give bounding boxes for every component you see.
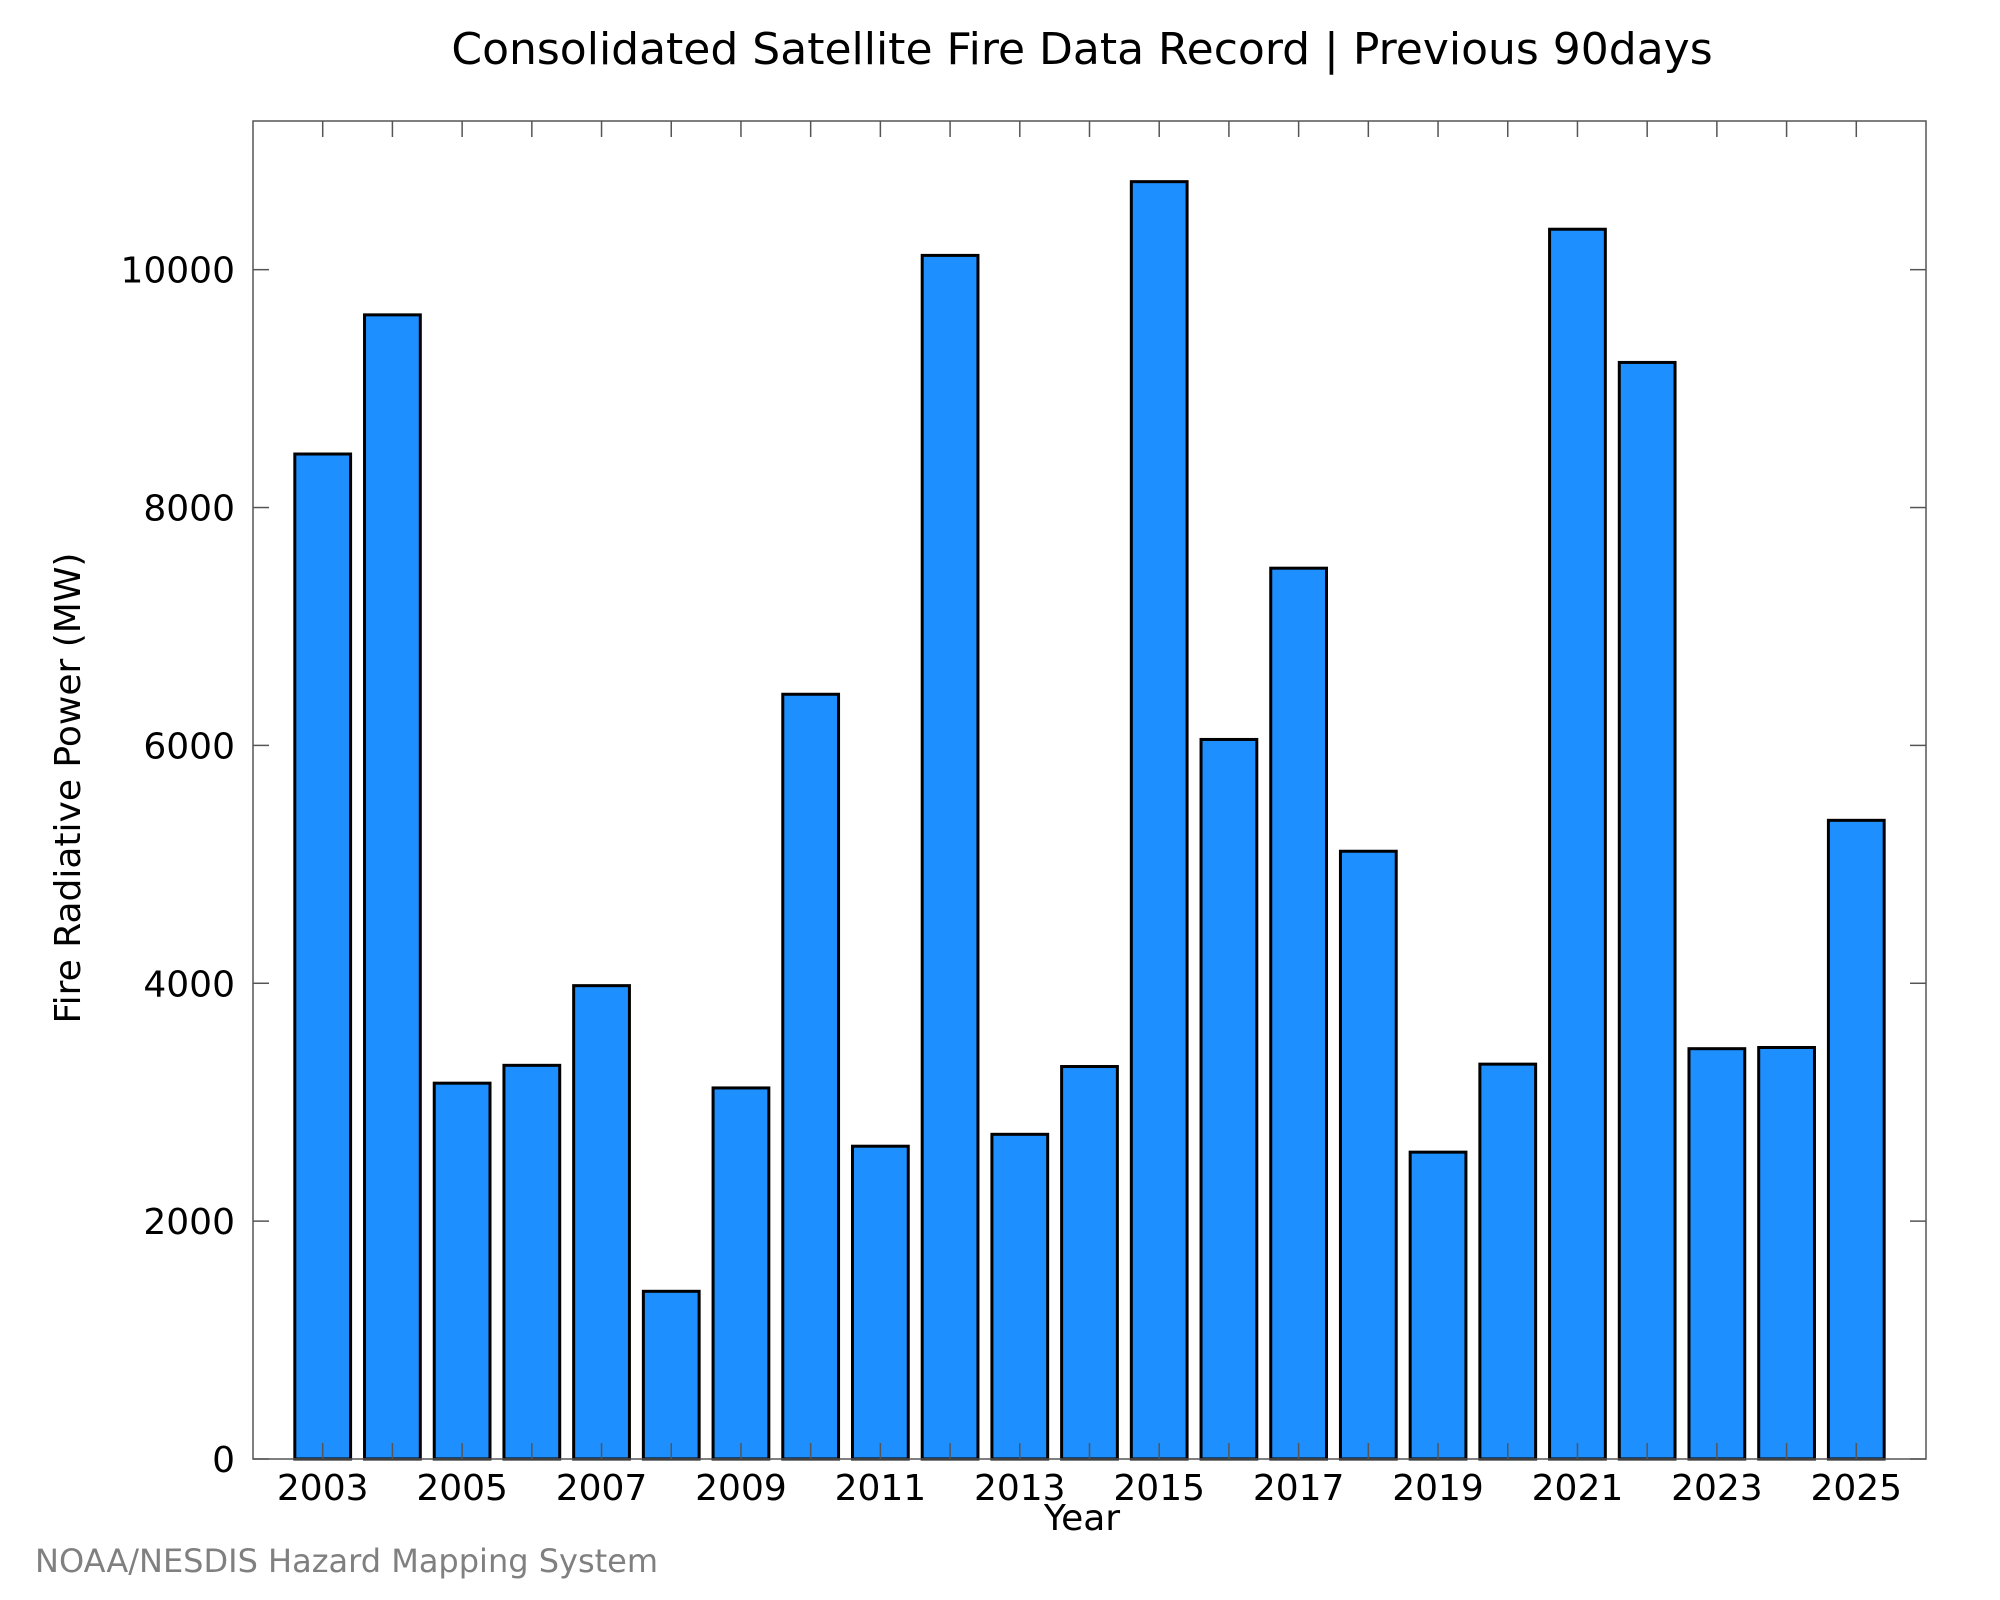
bar-2011 <box>850 1144 910 1461</box>
bar-2022 <box>1617 360 1677 1461</box>
x-tick-label: 2015 <box>1113 1468 1205 1509</box>
bars-layer <box>293 180 1886 1461</box>
bar-2019 <box>1408 1150 1468 1461</box>
bar-2023 <box>1687 1047 1747 1461</box>
x-tick-label: 2017 <box>1253 1468 1345 1509</box>
bar-2013 <box>990 1132 1050 1461</box>
bar-2024 <box>1757 1045 1816 1461</box>
bar-2017 <box>1269 566 1329 1461</box>
y-tick-label: 0 <box>212 1440 235 1481</box>
x-tick-label: 2019 <box>1392 1468 1484 1509</box>
bar-2004 <box>363 313 422 1461</box>
x-tick-label: 2021 <box>1532 1468 1624 1509</box>
bar-2009 <box>711 1086 771 1461</box>
y-tick-label: 10000 <box>120 251 235 292</box>
x-tick-label: 2011 <box>835 1468 927 1509</box>
bar-2012 <box>920 253 980 1461</box>
bar-2005 <box>432 1081 492 1461</box>
x-axis-label: Year <box>1043 1498 1120 1539</box>
bar-2010 <box>781 692 841 1461</box>
x-tick-label: 2005 <box>416 1468 508 1509</box>
x-tick-label: 2009 <box>695 1468 787 1509</box>
chart-title: Consolidated Satellite Fire Data Record … <box>451 24 1712 75</box>
bar-2006 <box>502 1063 562 1461</box>
x-tick-label: 2023 <box>1671 1468 1763 1509</box>
x-tick-label: 2025 <box>1810 1468 1902 1509</box>
bar-2015 <box>1129 180 1189 1461</box>
bar-2008 <box>641 1289 701 1461</box>
y-axis-label: Fire Radiative Power (MW) <box>48 553 89 1024</box>
credit-text: NOAA/NESDIS Hazard Mapping System <box>35 1542 658 1580</box>
y-tick-label: 2000 <box>143 1202 235 1243</box>
x-tick-label: 2013 <box>974 1468 1066 1509</box>
x-tick-label: 2003 <box>277 1468 369 1509</box>
bar-2016 <box>1199 737 1259 1461</box>
bar-2025 <box>1826 818 1886 1461</box>
bar-2003 <box>293 452 353 1461</box>
bar-2018 <box>1338 849 1398 1461</box>
y-tick-label: 4000 <box>143 964 235 1005</box>
bar-2021 <box>1548 227 1607 1461</box>
ticks-layer: 2003 2005 2007 2009 2011 2013 2015 2017 2019 2021… <box>120 121 1926 1509</box>
y-tick-label: 6000 <box>143 726 235 767</box>
x-tick-label: 2007 <box>556 1468 648 1509</box>
bar-2007 <box>572 984 631 1461</box>
bar-2014 <box>1060 1065 1119 1461</box>
bar-2020 <box>1478 1062 1538 1461</box>
y-tick-label: 8000 <box>143 489 235 530</box>
